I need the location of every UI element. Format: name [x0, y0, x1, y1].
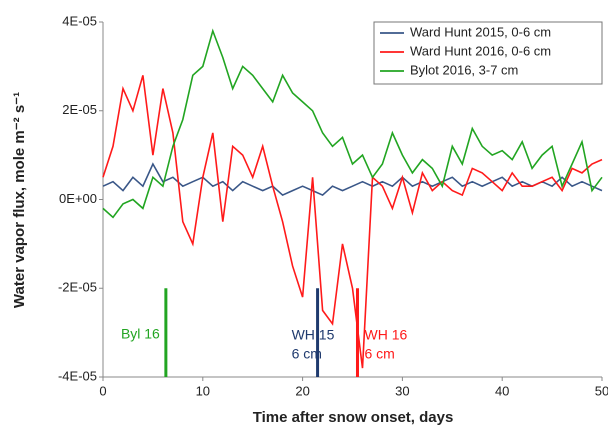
- annotation-text: 6 cm: [292, 346, 322, 362]
- y-tick-label: 0E+00: [59, 191, 97, 206]
- y-tick-label: -2E-05: [58, 280, 97, 295]
- annotation-text: 6 cm: [364, 346, 394, 362]
- series-line: [102, 75, 603, 369]
- x-tick-label: 0: [99, 383, 106, 398]
- annotation-text: WH 15: [292, 327, 335, 343]
- legend-label: Ward Hunt 2016, 0-6 cm: [410, 43, 551, 58]
- x-tick-label: 50: [595, 383, 608, 398]
- y-tick-label: -4E-05: [58, 368, 97, 383]
- x-axis-label: Time after snow onset, days: [253, 409, 454, 426]
- y-tick-label: 2E-05: [62, 102, 97, 117]
- annotation-text: WH 16: [364, 327, 407, 343]
- legend-box: [373, 21, 603, 85]
- y-axis-label: Water vapor flux, mole m⁻² s⁻¹: [11, 92, 28, 308]
- legend-label: Bylot 2016, 3-7 cm: [410, 62, 518, 77]
- x-tick-label: 30: [395, 383, 409, 398]
- legend-label: Ward Hunt 2015, 0-6 cm: [410, 24, 551, 39]
- series-line: [102, 28, 603, 219]
- x-tick-label: 20: [295, 383, 309, 398]
- x-tick-label: 40: [495, 383, 509, 398]
- series-line: [102, 162, 603, 197]
- annotation-text: Byl 16: [121, 326, 160, 342]
- y-tick-label: 4E-05: [62, 13, 97, 28]
- x-tick-label: 10: [196, 383, 210, 398]
